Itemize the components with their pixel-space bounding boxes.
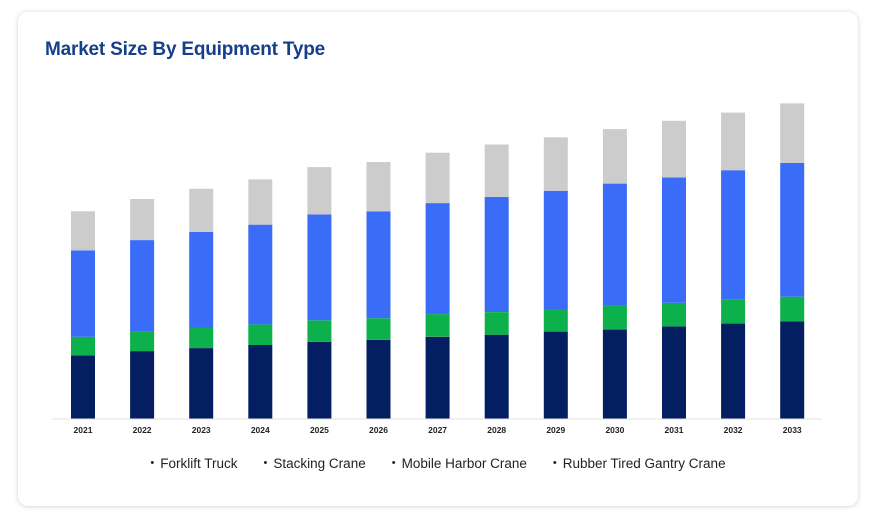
x-tick-label: 2033 xyxy=(783,425,802,435)
legend-item: • Mobile Harbor Crane xyxy=(392,456,527,471)
bar-segment-rubber-tired-gantry-crane-2022 xyxy=(130,199,155,241)
bar-segment-rubber-tired-gantry-crane-2030 xyxy=(602,129,627,184)
chart-card: Market Size By Equipment Type 2021 2022 20… xyxy=(18,12,858,506)
legend-item: • Rubber Tired Gantry Crane xyxy=(553,456,726,471)
bar-segment-stacking-crane-2033 xyxy=(780,296,805,322)
bar-segment-stacking-crane-2032 xyxy=(721,299,746,324)
legend-label: Forklift Truck xyxy=(160,456,238,471)
bar-segment-rubber-tired-gantry-crane-2023 xyxy=(189,188,214,232)
legend-label: Mobile Harbor Crane xyxy=(401,456,527,471)
bar-segment-stacking-crane-2028 xyxy=(484,312,509,335)
bar-segment-stacking-crane-2029 xyxy=(543,309,568,332)
bar-segment-rubber-tired-gantry-crane-2027 xyxy=(425,152,450,204)
legend-item: • Forklift Truck xyxy=(150,456,237,471)
x-tick-label: 2026 xyxy=(369,425,388,435)
bar-segment-stacking-crane-2031 xyxy=(662,302,686,327)
chart-title: Market Size By Equipment Type xyxy=(45,39,325,60)
bar-segment-forklift-truck-2029 xyxy=(543,331,568,419)
bar-segment-forklift-truck-2030 xyxy=(602,329,627,419)
bar-segment-stacking-crane-2021 xyxy=(71,336,95,356)
bar-segment-stacking-crane-2022 xyxy=(130,331,155,352)
bar-segment-mobile-harbor-crane-2023 xyxy=(189,231,214,328)
legend-bullet-icon: • xyxy=(552,457,557,469)
x-tick-label: 2022 xyxy=(133,425,152,435)
x-tick-label: 2025 xyxy=(310,425,329,435)
legend-bullet-icon: • xyxy=(391,457,396,469)
x-tick-label: 2029 xyxy=(546,425,565,435)
bar-segment-forklift-truck-2027 xyxy=(425,336,450,420)
bar-segment-mobile-harbor-crane-2022 xyxy=(130,240,155,332)
bar-segment-stacking-crane-2025 xyxy=(307,320,332,342)
bar-segment-forklift-truck-2026 xyxy=(366,339,391,419)
bar-segment-rubber-tired-gantry-crane-2028 xyxy=(484,144,509,197)
bar-segment-stacking-crane-2026 xyxy=(366,318,391,340)
bar-segment-forklift-truck-2024 xyxy=(248,345,273,419)
bar-segment-mobile-harbor-crane-2028 xyxy=(484,196,509,312)
bar-segment-forklift-truck-2025 xyxy=(307,341,332,419)
bar-segment-mobile-harbor-crane-2031 xyxy=(662,177,686,303)
x-tick-labels: 2021 2022 2023 2024 2025 2026 2027 2028 2029 2030… xyxy=(74,425,802,435)
bar-segment-mobile-harbor-crane-2030 xyxy=(602,183,627,306)
bar-segment-stacking-crane-2027 xyxy=(425,314,450,337)
x-tick-label: 2028 xyxy=(487,425,506,435)
bar-segment-forklift-truck-2031 xyxy=(662,326,686,419)
bar-segment-forklift-truck-2022 xyxy=(130,351,155,419)
x-tick-label: 2032 xyxy=(724,425,743,435)
legend-label: Stacking Crane xyxy=(273,456,366,471)
bar-segment-stacking-crane-2030 xyxy=(602,305,627,330)
bar-segment-mobile-harbor-crane-2026 xyxy=(366,211,391,319)
bar-segment-rubber-tired-gantry-crane-2032 xyxy=(721,112,746,171)
bar-segment-forklift-truck-2023 xyxy=(189,348,214,419)
bar-segment-rubber-tired-gantry-crane-2029 xyxy=(543,137,568,191)
bar-segment-rubber-tired-gantry-crane-2026 xyxy=(366,162,391,212)
x-tick-label: 2030 xyxy=(605,425,624,435)
bar-segment-forklift-truck-2028 xyxy=(484,334,509,419)
bar-segment-mobile-harbor-crane-2033 xyxy=(780,163,805,297)
bar-segment-mobile-harbor-crane-2024 xyxy=(248,224,273,325)
bar-segment-mobile-harbor-crane-2027 xyxy=(425,203,450,315)
bar-segment-mobile-harbor-crane-2032 xyxy=(721,170,746,300)
bar-segment-rubber-tired-gantry-crane-2033 xyxy=(780,103,805,163)
bar-segment-forklift-truck-2033 xyxy=(780,321,805,419)
legend-item: • Stacking Crane xyxy=(264,456,366,471)
x-tick-label: 2027 xyxy=(428,425,447,435)
bar-segment-mobile-harbor-crane-2021 xyxy=(71,250,95,337)
bar-segment-mobile-harbor-crane-2029 xyxy=(543,190,568,309)
legend-bullet-icon: • xyxy=(150,457,155,469)
bar-segment-rubber-tired-gantry-crane-2031 xyxy=(662,120,686,178)
bar-segment-forklift-truck-2021 xyxy=(71,355,95,419)
legend-bullet-icon: • xyxy=(263,457,268,469)
bar-segment-stacking-crane-2023 xyxy=(189,327,214,349)
bar-segment-rubber-tired-gantry-crane-2021 xyxy=(71,211,95,251)
bar-segment-rubber-tired-gantry-crane-2024 xyxy=(248,179,273,225)
bar-segment-stacking-crane-2024 xyxy=(248,324,273,345)
x-tick-label: 2024 xyxy=(251,425,270,435)
bar-segment-forklift-truck-2032 xyxy=(721,323,746,419)
x-tick-label: 2031 xyxy=(665,425,684,435)
stacked-bar-chart: 2021 2022 2023 2024 2025 2026 2027 2028 2029 2030… xyxy=(52,103,822,435)
x-tick-label: 2021 xyxy=(74,425,93,435)
bar-segment-rubber-tired-gantry-crane-2025 xyxy=(307,167,332,215)
bars-group xyxy=(71,103,805,420)
bar-segment-mobile-harbor-crane-2025 xyxy=(307,214,332,321)
legend-label: Rubber Tired Gantry Crane xyxy=(562,456,726,471)
x-tick-label: 2023 xyxy=(192,425,211,435)
legend: • Forklift Truck • Stacking Crane • Mobile Ha… xyxy=(18,456,858,471)
